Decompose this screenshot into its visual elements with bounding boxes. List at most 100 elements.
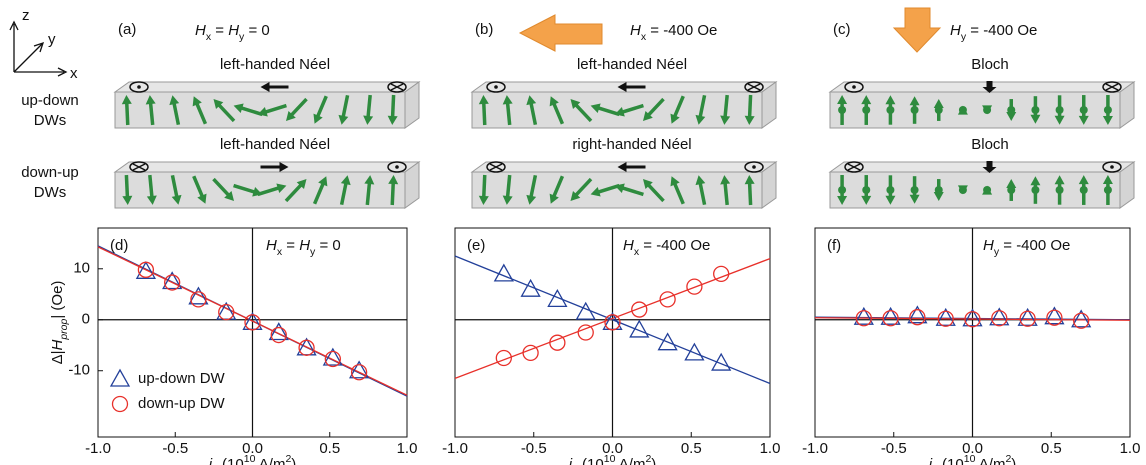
axis-z: z — [22, 7, 30, 24]
spin-dot — [1031, 106, 1039, 114]
box-top — [830, 162, 1134, 172]
marker — [548, 290, 566, 306]
rich-text: je (1010 A/m2) — [207, 453, 297, 465]
spin-arrow — [126, 175, 127, 199]
x-tick-label: -1.0 — [802, 440, 828, 457]
caption: left-handed Néel — [577, 56, 687, 73]
caption: left-handed Néel — [220, 56, 330, 73]
panel-label: (a) — [118, 21, 136, 38]
box-front — [115, 92, 405, 128]
text-part: H — [299, 237, 310, 254]
spin-dot — [1007, 106, 1015, 114]
text-part: 10 — [964, 453, 976, 465]
spin-arrow — [507, 175, 509, 199]
text-part: ) — [291, 456, 296, 465]
figure: z y x up-down DWs down-up DWs (a)Hx = Hy… — [0, 0, 1146, 465]
marker — [550, 335, 565, 350]
legend-label: up-down DW — [138, 370, 226, 387]
marker — [714, 266, 729, 281]
text-part: (10 — [218, 456, 244, 465]
dot — [1110, 165, 1114, 169]
spin-dot — [862, 106, 870, 114]
text-part: H — [950, 22, 961, 39]
dot — [494, 85, 498, 89]
spin-arrow — [507, 101, 509, 125]
x-tick-label: -1.0 — [85, 440, 111, 457]
text-part: H — [266, 237, 277, 254]
spin-dot — [1080, 186, 1088, 194]
marker — [632, 302, 647, 317]
spin-arrow — [367, 181, 369, 205]
row-label: DWs — [34, 184, 67, 201]
panel-label: (e) — [467, 237, 485, 254]
dot — [395, 165, 399, 169]
rich-text: Hx = -400 Oe — [630, 22, 717, 43]
caption: Bloch — [971, 136, 1009, 153]
spin-dot — [935, 186, 943, 194]
text-part: = — [211, 22, 228, 39]
text-part: H — [983, 237, 994, 254]
spin-dot — [1104, 186, 1112, 194]
spin-dot — [983, 186, 991, 194]
row-label: up-down — [21, 92, 79, 109]
spin-dot — [959, 186, 967, 194]
text-part: Δ| — [49, 351, 66, 365]
x-tick-label: 1.0 — [1120, 440, 1141, 457]
field-arrow-left — [520, 15, 602, 51]
x-tick-label: -0.5 — [162, 440, 188, 457]
rich-text: Hx = -400 Oe — [623, 237, 710, 258]
dot — [852, 85, 856, 89]
text-part: H — [49, 340, 66, 351]
legend-marker — [111, 370, 129, 386]
rich-text: Hy = -400 Oe — [950, 22, 1037, 43]
spin-arrow — [750, 95, 751, 119]
spin-arrow — [368, 95, 370, 119]
rich-text: Hx = Hy = 0 — [195, 22, 270, 43]
spin-dot — [1104, 106, 1112, 114]
box-front — [830, 92, 1120, 128]
text-part: A/m — [975, 456, 1005, 465]
x-tick-label: 0.5 — [319, 440, 340, 457]
text-part: j — [567, 456, 573, 465]
text-part: = -400 Oe — [639, 237, 710, 254]
x-tick-label: 1.0 — [760, 440, 781, 457]
text-part: prop — [58, 318, 70, 340]
spin-dot — [911, 186, 919, 194]
x-tick-label: -0.5 — [521, 440, 547, 457]
spin-arrow — [150, 101, 152, 125]
caption: Bloch — [971, 56, 1009, 73]
y-tick-label: -10 — [68, 362, 90, 379]
spin-arrow — [725, 95, 727, 119]
text-part: ) — [651, 456, 656, 465]
text-part: A/m — [255, 456, 285, 465]
y-tick-label: 0 — [82, 311, 90, 328]
y-tick-label: 10 — [73, 260, 90, 277]
spin-dot — [1080, 106, 1088, 114]
text-part: 10 — [604, 453, 616, 465]
x-tick-label: 0.5 — [1041, 440, 1062, 457]
rich-text: je (1010 A/m2) — [927, 453, 1017, 465]
text-part: j — [927, 456, 933, 465]
field-arrow-down — [894, 8, 940, 52]
spin-dot — [1031, 186, 1039, 194]
text-part: = -400 Oe — [646, 22, 717, 39]
panel-label: (c) — [833, 21, 851, 38]
spin-dot — [862, 186, 870, 194]
dot — [137, 85, 141, 89]
rich-text: je (1010 A/m2) — [567, 453, 657, 465]
marker — [685, 344, 703, 360]
x-tick-label: -1.0 — [442, 440, 468, 457]
spin-arrow — [484, 175, 485, 199]
text-part: = 0 — [244, 22, 269, 39]
spin-dot — [1007, 186, 1015, 194]
text-part: = — [282, 237, 299, 254]
spin-dot — [838, 186, 846, 194]
box-front — [472, 172, 762, 208]
caption: left-handed Néel — [220, 136, 330, 153]
spin-dot — [983, 106, 991, 114]
axes-glyph — [10, 22, 66, 76]
box-front — [830, 172, 1120, 208]
marker — [578, 325, 593, 340]
spin-arrow — [725, 181, 727, 205]
dot — [752, 165, 756, 169]
